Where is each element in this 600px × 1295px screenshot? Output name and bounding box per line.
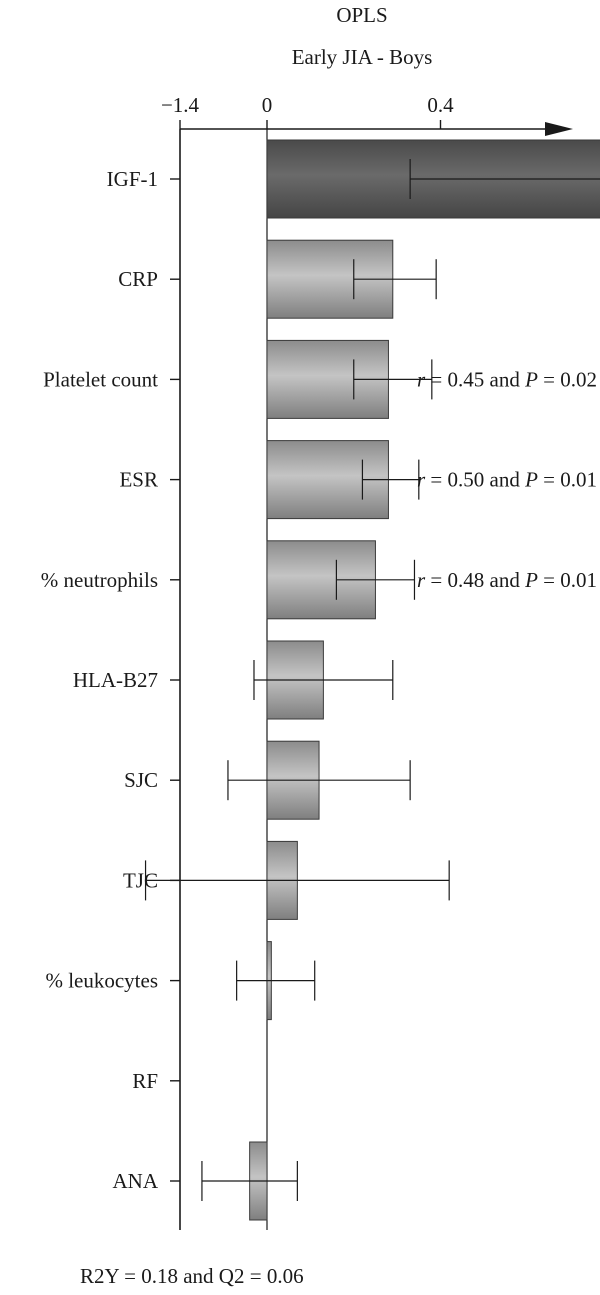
category-label: RF [132,1069,158,1093]
x-tick-label: −1.4 [161,93,200,117]
x-tick-label: 0.4 [427,93,454,117]
correlation-annotation: r = 0.50 and P = 0.01 [417,468,597,492]
correlation-annotation: r = 0.45 and P = 0.02 [417,367,597,391]
category-label: ESR [119,468,158,492]
chart-subtitle: Early JIA - Boys [292,45,433,69]
category-label: ANA [113,1169,159,1193]
chart-title: OPLS [336,3,387,27]
x-axis-arrowhead [545,122,573,136]
correlation-annotation: r = 0.48 and P = 0.01 [417,568,597,592]
category-label: % leukocytes [45,969,158,993]
x-tick-label: 0 [262,93,273,117]
category-label: CRP [118,267,158,291]
category-label: TJC [123,868,158,892]
category-label: % neutrophils [41,568,158,592]
category-label: HLA-B27 [73,668,158,692]
category-label: IGF-1 [107,167,158,191]
model-fit-footer: R2Y = 0.18 and Q2 = 0.06 [80,1264,304,1288]
category-label: Platelet count [43,367,158,391]
category-label: SJC [124,768,158,792]
